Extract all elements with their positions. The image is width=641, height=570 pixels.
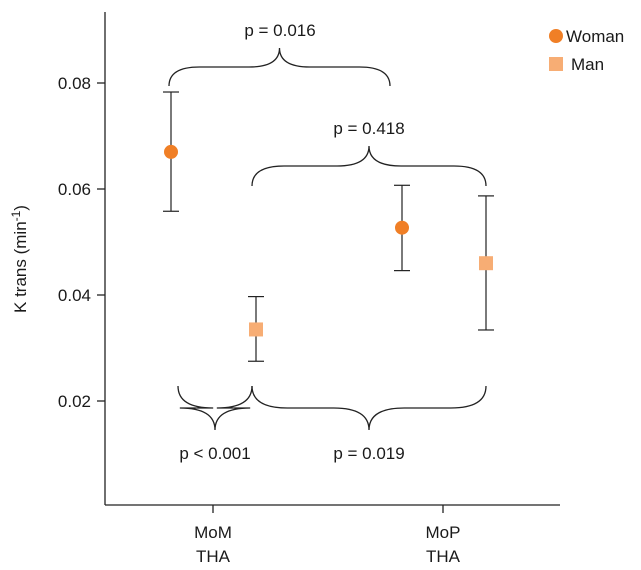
y-axis-title: K trans (min-1) — [9, 205, 30, 313]
y-tick-label: 0.06 — [58, 180, 91, 199]
significance-brace — [251, 145, 487, 187]
p-value-label: p = 0.418 — [333, 119, 404, 138]
y-tick-label: 0.08 — [58, 74, 91, 93]
legend-woman-label: Woman — [566, 27, 624, 46]
legend-man-marker — [549, 57, 563, 71]
p-value-label: p = 0.016 — [244, 21, 315, 40]
man-point-0 — [248, 295, 264, 362]
man-marker — [249, 322, 263, 337]
significance-brace — [251, 385, 487, 431]
legend-man-label: Man — [571, 55, 604, 74]
y-tick-label: 0.04 — [58, 286, 91, 305]
x-category-label-line1: MoM — [194, 523, 232, 542]
significance-brace — [168, 47, 391, 87]
woman-marker — [395, 220, 409, 235]
woman-marker — [164, 144, 178, 159]
man-point-1 — [478, 195, 494, 331]
x-category-label-line2: THA — [426, 547, 461, 566]
woman-point-1 — [394, 184, 410, 272]
p-value-label: p = 0.019 — [333, 444, 404, 463]
woman-point-0 — [163, 91, 179, 212]
x-category-label-line1: MoP — [426, 523, 461, 542]
y-tick-label: 0.02 — [58, 392, 91, 411]
man-marker — [479, 256, 493, 271]
legend-woman-marker — [549, 29, 563, 43]
legend: Woman Man — [549, 27, 624, 74]
p-value-label: p < 0.001 — [179, 444, 250, 463]
x-category-label-line2: THA — [196, 547, 231, 566]
significance-brace — [177, 385, 253, 431]
